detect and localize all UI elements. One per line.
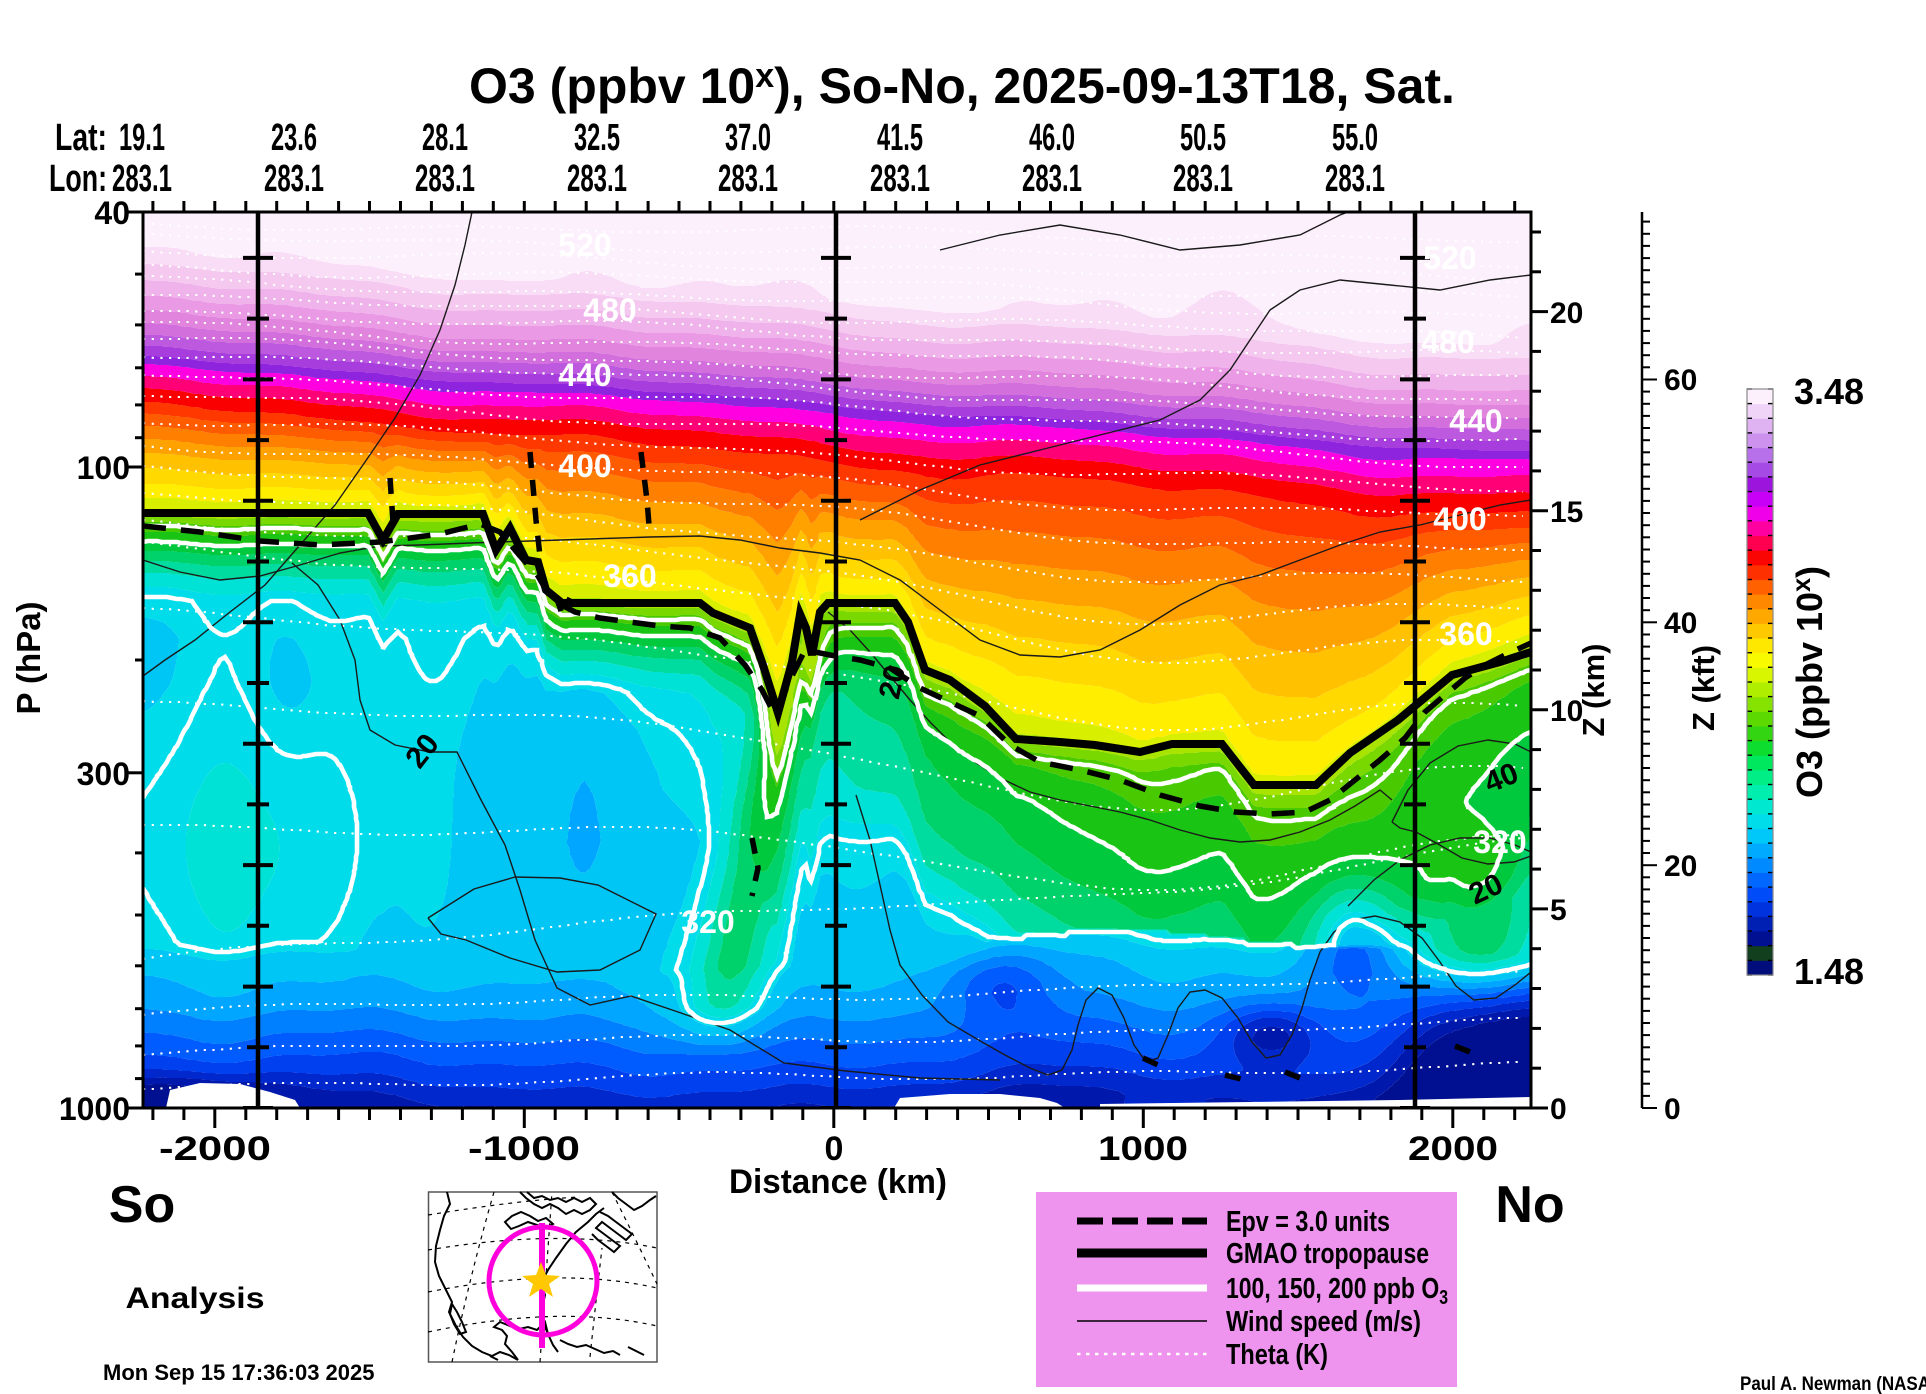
- svg-text:23.6: 23.6: [271, 117, 317, 159]
- svg-text:320: 320: [1473, 824, 1526, 860]
- svg-text:320: 320: [681, 904, 734, 940]
- svg-text:283.1: 283.1: [1173, 158, 1233, 200]
- svg-text:283.1: 283.1: [1022, 158, 1082, 200]
- svg-text:So: So: [109, 1176, 175, 1234]
- svg-text:40: 40: [1664, 607, 1697, 640]
- svg-text:O3 (ppbv 10x): O3 (ppbv 10x): [1788, 566, 1830, 798]
- svg-text:480: 480: [1421, 324, 1474, 360]
- svg-text:283.1: 283.1: [1325, 158, 1385, 200]
- svg-text:Analysis: Analysis: [126, 1282, 265, 1315]
- svg-text:Epv = 3.0 units: Epv = 3.0 units: [1226, 1206, 1390, 1238]
- svg-text:19.1: 19.1: [119, 117, 165, 159]
- svg-text:15: 15: [1550, 496, 1583, 529]
- svg-text:28.1: 28.1: [422, 117, 468, 159]
- svg-text:520: 520: [1423, 240, 1476, 276]
- svg-text:283.1: 283.1: [718, 158, 778, 200]
- svg-text:360: 360: [1439, 616, 1492, 652]
- svg-text:5: 5: [1550, 894, 1567, 927]
- svg-text:400: 400: [1433, 501, 1486, 537]
- svg-text:2000: 2000: [1408, 1130, 1498, 1168]
- svg-text:283.1: 283.1: [870, 158, 930, 200]
- svg-text:Lat:: Lat:: [55, 117, 107, 159]
- svg-text:20: 20: [1664, 850, 1697, 883]
- svg-text:55.0: 55.0: [1332, 117, 1378, 159]
- svg-text:440: 440: [558, 357, 611, 393]
- svg-text:41.5: 41.5: [877, 117, 923, 159]
- svg-text:520: 520: [558, 227, 611, 263]
- svg-text:1000: 1000: [59, 1091, 130, 1127]
- svg-text:283.1: 283.1: [567, 158, 627, 200]
- svg-text:-1000: -1000: [468, 1130, 580, 1168]
- svg-text:0: 0: [1550, 1093, 1567, 1126]
- svg-text:40: 40: [94, 195, 130, 231]
- svg-text:480: 480: [583, 292, 636, 328]
- svg-text:32.5: 32.5: [574, 117, 620, 159]
- svg-text:20: 20: [873, 662, 912, 702]
- svg-text:10: 10: [1550, 695, 1583, 728]
- svg-text:Distance (km): Distance (km): [729, 1163, 947, 1201]
- svg-text:100, 150, 200 ppb O3: 100, 150, 200 ppb O3: [1226, 1273, 1448, 1309]
- svg-text:300: 300: [77, 756, 130, 792]
- svg-text:283.1: 283.1: [112, 158, 172, 200]
- svg-text:100: 100: [77, 450, 130, 486]
- svg-text:20: 20: [1550, 297, 1583, 330]
- svg-text:0: 0: [1664, 1093, 1681, 1126]
- svg-text:Theta (K): Theta (K): [1226, 1339, 1328, 1371]
- svg-text:Mon Sep 15 17:36:03 2025: Mon Sep 15 17:36:03 2025: [103, 1360, 374, 1385]
- svg-text:360: 360: [603, 558, 656, 594]
- svg-text:GMAO tropopause: GMAO tropopause: [1226, 1238, 1429, 1270]
- svg-text:283.1: 283.1: [264, 158, 324, 200]
- svg-text:3.48: 3.48: [1794, 371, 1864, 412]
- svg-text:No: No: [1495, 1176, 1564, 1234]
- svg-text:50.5: 50.5: [1180, 117, 1226, 159]
- svg-text:400: 400: [558, 448, 611, 484]
- svg-text:46.0: 46.0: [1029, 117, 1075, 159]
- svg-text:60: 60: [1664, 364, 1697, 397]
- svg-text:Paul A. Newman (NASA: Paul A. Newman (NASA: [1740, 1374, 1926, 1394]
- svg-text:Z (kft): Z (kft): [1686, 645, 1721, 731]
- svg-text:37.0: 37.0: [725, 117, 771, 159]
- svg-text:0: 0: [825, 1130, 844, 1168]
- svg-text:P (hPa): P (hPa): [10, 601, 47, 714]
- svg-text:283.1: 283.1: [415, 158, 475, 200]
- svg-text:1000: 1000: [1098, 1130, 1188, 1168]
- svg-text:Lon:: Lon:: [49, 158, 107, 200]
- svg-text:1.48: 1.48: [1794, 951, 1864, 992]
- svg-text:Wind speed (m/s): Wind speed (m/s): [1226, 1306, 1421, 1338]
- svg-text:O3 (ppbv 10x), So-No, 2025-09-: O3 (ppbv 10x), So-No, 2025-09-13T18, Sat…: [469, 57, 1455, 114]
- svg-text:-2000: -2000: [159, 1130, 271, 1168]
- svg-text:Z (km): Z (km): [1576, 644, 1611, 737]
- svg-text:440: 440: [1449, 403, 1502, 439]
